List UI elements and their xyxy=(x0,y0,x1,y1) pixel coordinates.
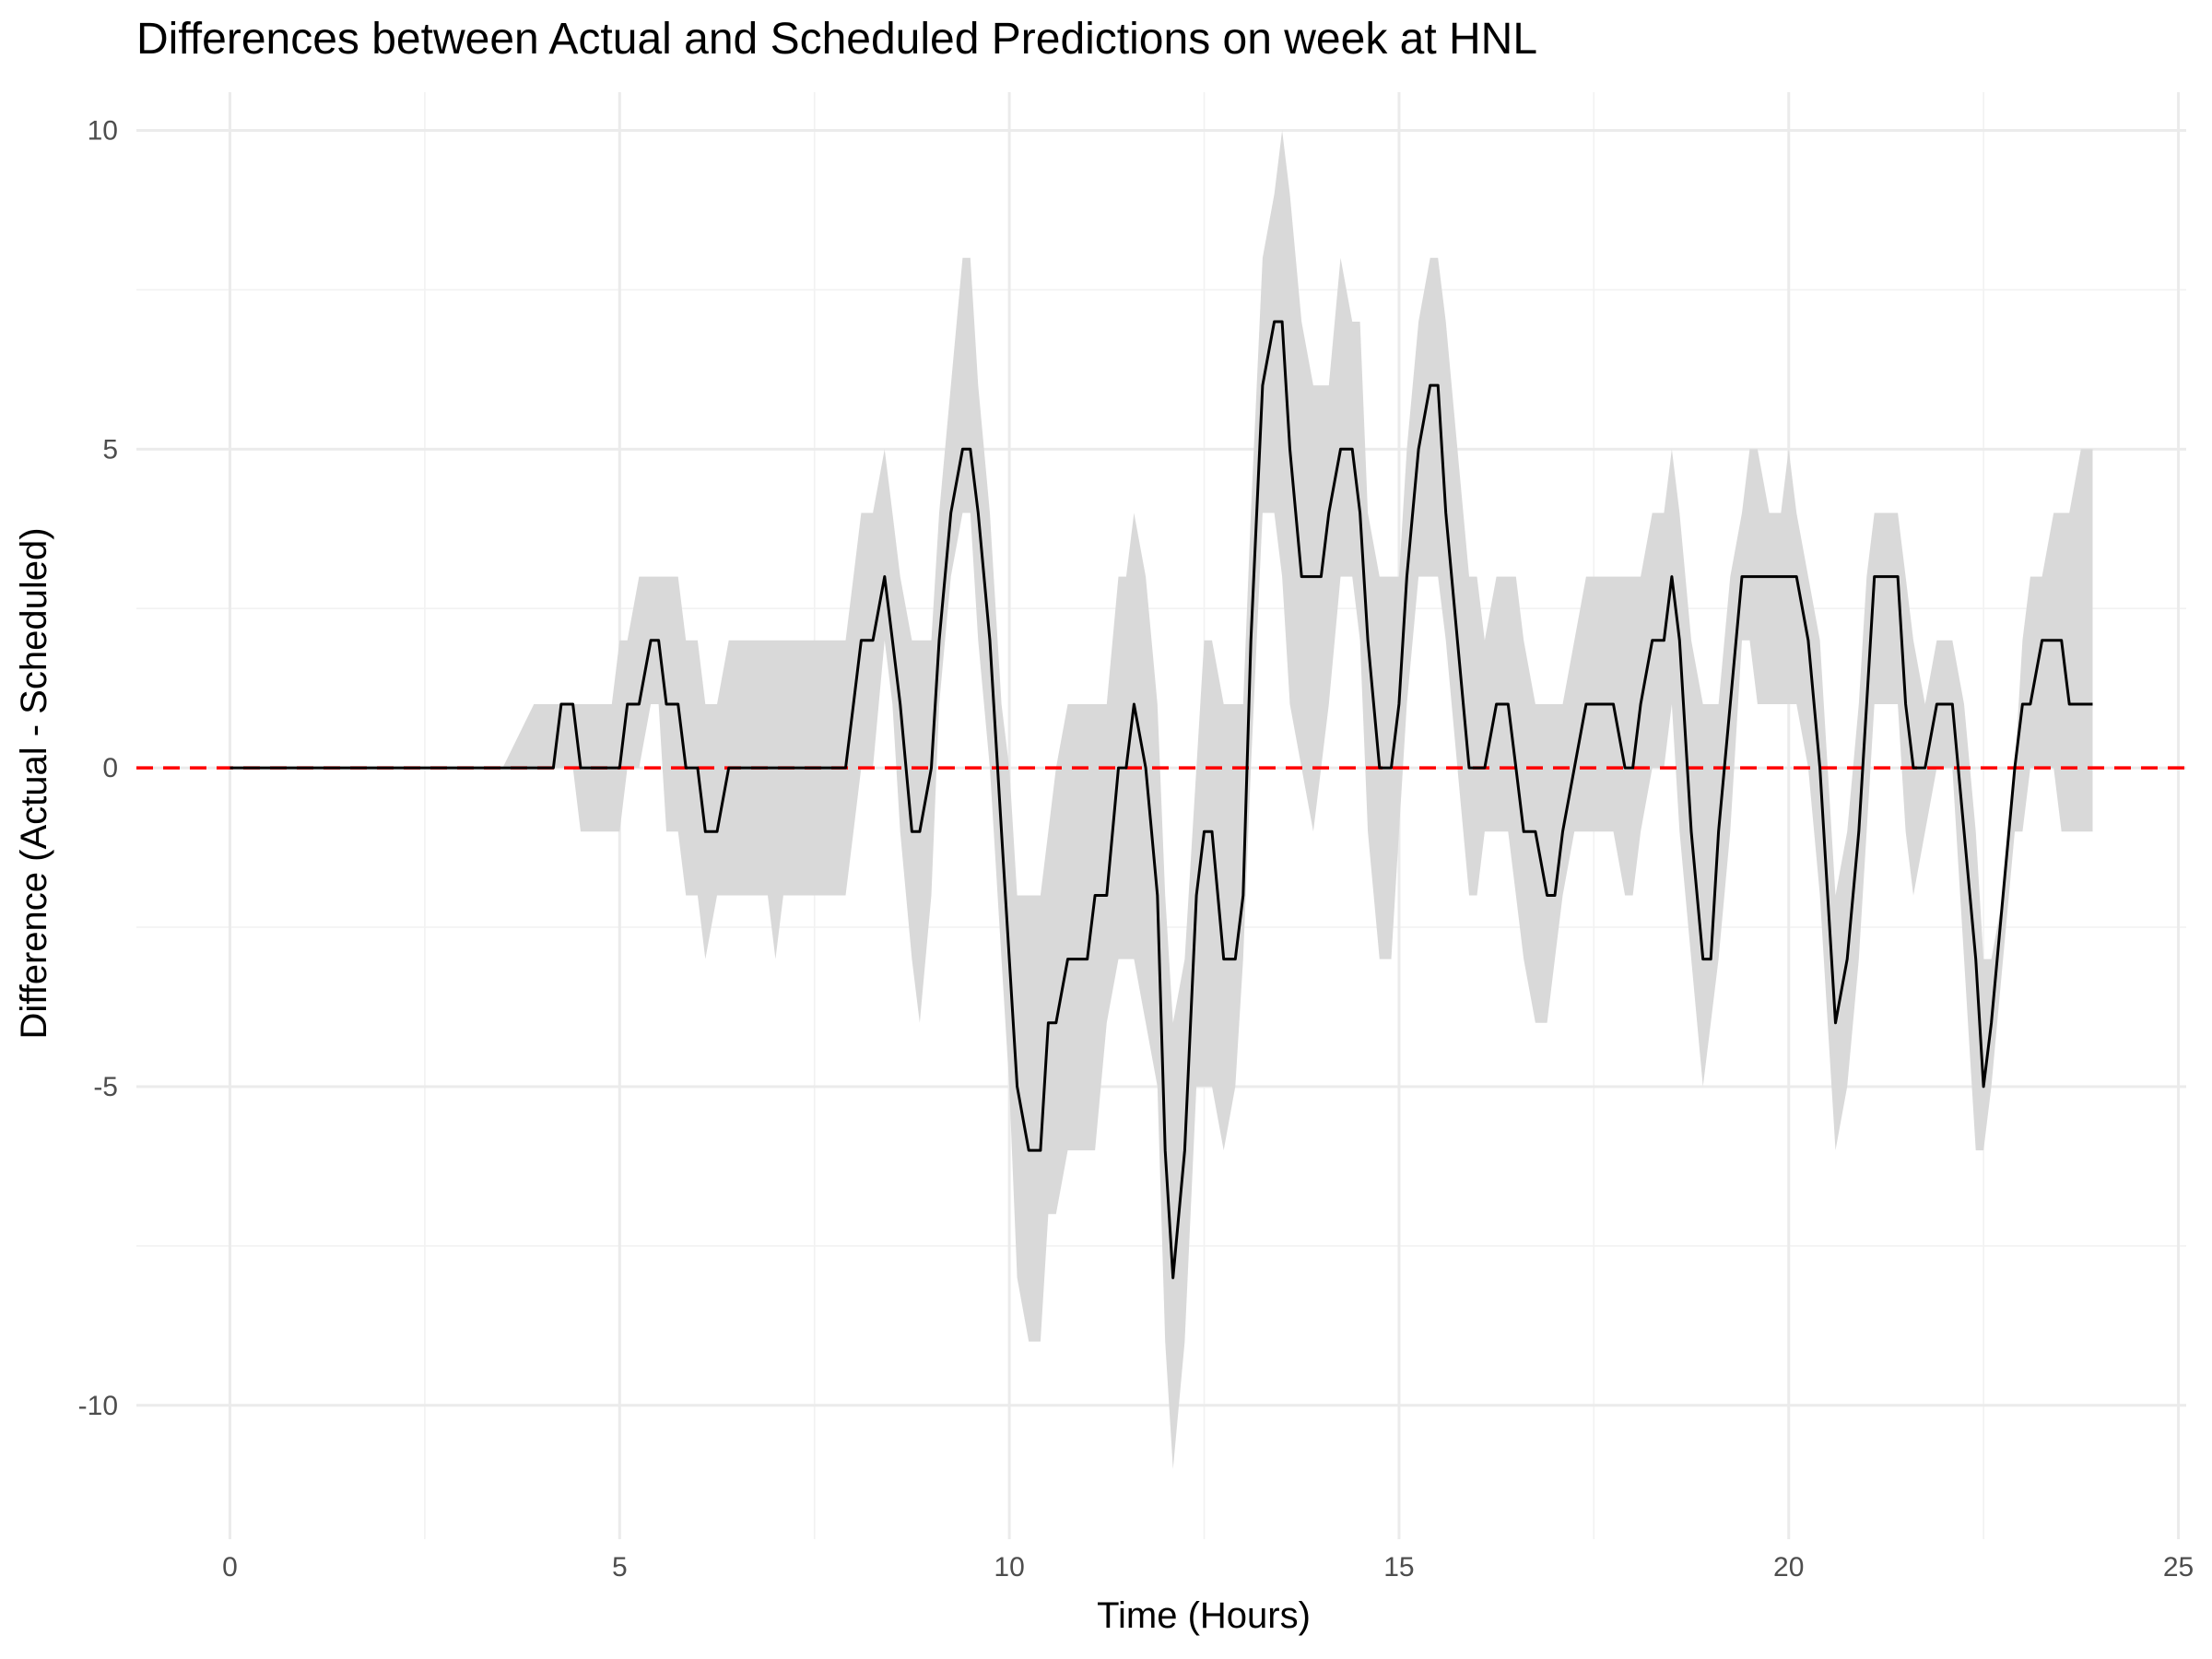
y-tick-label: 10 xyxy=(88,115,118,146)
y-tick-label: 5 xyxy=(102,434,118,465)
x-tick-label: 10 xyxy=(994,1552,1024,1583)
range-band xyxy=(229,130,2093,1469)
x-tick-label: 25 xyxy=(2163,1552,2194,1583)
x-tick-label: 5 xyxy=(612,1552,628,1583)
difference-line xyxy=(229,320,2093,1279)
x-tick-label: 15 xyxy=(1383,1552,1414,1583)
y-tick-label: 0 xyxy=(102,753,118,783)
y-axis-ticks: -10 -5 0 5 10 xyxy=(78,115,118,1420)
x-tick-label: 20 xyxy=(1773,1552,1804,1583)
x-tick-label: 0 xyxy=(222,1552,238,1583)
chart-title: Differences between Actual and Scheduled… xyxy=(136,15,1537,64)
y-tick-label: -5 xyxy=(93,1072,118,1102)
y-axis-title: Difference (Actual - Scheduled) xyxy=(14,527,54,1039)
x-axis-ticks: 0 5 10 15 20 25 xyxy=(222,1552,2194,1583)
x-axis-title: Time (Hours) xyxy=(1097,1595,1311,1636)
y-tick-label: -10 xyxy=(78,1391,118,1421)
